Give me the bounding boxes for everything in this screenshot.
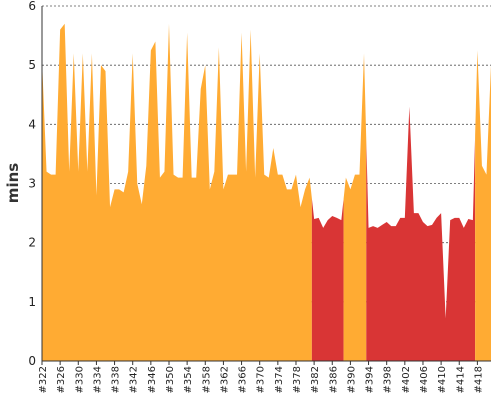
x-tick-label: #366 — [238, 366, 249, 393]
x-tick-label: #382 — [310, 366, 321, 393]
x-tick-label: #354 — [183, 366, 194, 393]
x-tick-label: #358 — [201, 366, 212, 393]
x-tick-label: #322 — [38, 366, 49, 393]
y-tick-label: 0 — [28, 354, 36, 368]
x-tick-label: #326 — [56, 366, 67, 393]
y-tick-label: 1 — [28, 295, 36, 309]
x-tick-label: #378 — [292, 366, 303, 393]
x-tick-label: #418 — [473, 366, 484, 393]
x-tick-label: #342 — [129, 366, 140, 393]
x-tick-label: #406 — [419, 366, 430, 393]
y-tick-label: 6 — [28, 0, 36, 13]
failed-builds-area — [311, 198, 344, 361]
x-tick-label: #350 — [165, 366, 176, 393]
x-tick-label: #346 — [147, 366, 158, 393]
x-tick-label: #330 — [74, 366, 85, 393]
x-tick-label: #370 — [256, 366, 267, 393]
successful-builds-area — [475, 50, 491, 361]
x-tick-label: #390 — [346, 366, 357, 393]
x-tick-label: #394 — [365, 366, 376, 393]
duration-area — [42, 23, 491, 361]
successful-builds-area — [343, 53, 367, 361]
y-tick-labels: 0 1 2 3 4 5 6 — [28, 0, 36, 368]
y-tick-label: 5 — [28, 58, 36, 72]
x-tick-label: #386 — [328, 366, 339, 393]
x-tick-labels: #322 #326 #330 #334 #338 #342 #346 #350 #354 #358… — [38, 361, 484, 393]
y-tick-label: 2 — [28, 236, 36, 250]
x-tick-label: #362 — [219, 366, 230, 393]
y-axis-label: mins — [4, 163, 22, 203]
y-tick-label: 3 — [28, 177, 36, 191]
x-tick-label: #410 — [437, 366, 448, 393]
x-tick-label: #374 — [274, 366, 285, 393]
y-tick-label: 4 — [28, 117, 36, 131]
axes — [41, 6, 491, 362]
x-tick-label: #334 — [92, 366, 103, 393]
x-tick-label: #414 — [455, 366, 466, 393]
x-tick-label: #338 — [111, 366, 122, 393]
x-tick-label: #398 — [383, 366, 394, 393]
successful-builds-area — [42, 23, 312, 361]
failed-builds-area — [366, 106, 476, 361]
x-tick-label: #402 — [401, 366, 412, 393]
